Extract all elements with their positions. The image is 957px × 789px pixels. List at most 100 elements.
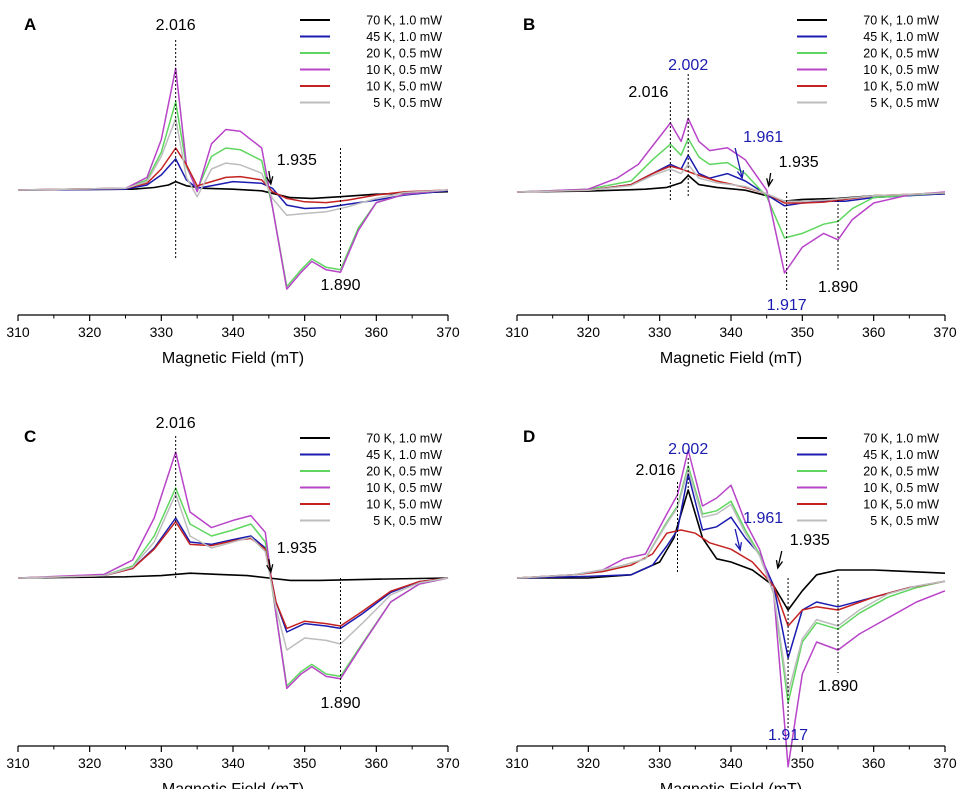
legend-label: 45 K, 1.0 mW: [366, 30, 442, 44]
series-line: [17, 147, 449, 204]
x-tick-label: 370: [436, 324, 460, 340]
x-tick-label: 340: [221, 324, 245, 340]
legend-label: 45 K, 1.0 mW: [863, 30, 939, 44]
x-tick-label: 340: [719, 755, 743, 771]
peak-arrow: [268, 558, 272, 573]
peak-label: 2.002: [668, 441, 708, 458]
peak-label: 1.961: [743, 129, 783, 146]
x-tick-label: 350: [293, 755, 317, 771]
x-tick-label: 330: [648, 324, 672, 340]
x-axis-title: Magnetic Field (mT): [660, 781, 802, 789]
peak-label: 1.890: [818, 678, 858, 695]
x-tick-label: 310: [6, 324, 30, 340]
legend-label: 20 K, 0.5 mW: [863, 47, 939, 61]
peak-arrow-head: [266, 176, 274, 186]
peak-label: 1.935: [779, 154, 819, 171]
panel-c: C 310 320 330 340 350 360 370 Magnetic Field (mT…: [6, 415, 460, 789]
peak-label: 1.935: [790, 532, 830, 549]
x-tick-label: 330: [648, 755, 672, 771]
series-line: [17, 101, 449, 288]
legend-label: 45 K, 1.0 mW: [863, 448, 939, 462]
legend-label: 10 K, 0.5 mW: [863, 481, 939, 495]
legend-label: 10 K, 0.5 mW: [366, 63, 442, 77]
legend-label: 5 K, 0.5 mW: [870, 96, 939, 110]
legend-label: 70 K, 1.0 mW: [863, 14, 939, 28]
peak-arrow: [768, 172, 772, 187]
x-tick-label: 340: [221, 755, 245, 771]
peak-arrow-head: [775, 560, 784, 570]
series-line: [17, 158, 449, 210]
peak-label: 1.890: [320, 695, 360, 712]
series-line: [17, 117, 449, 216]
x-tick-label: 320: [78, 324, 102, 340]
panel-letter: C: [24, 427, 36, 446]
legend-label: 5 K, 0.5 mW: [373, 514, 442, 528]
peak-label: 1.961: [743, 510, 783, 527]
peak-arrow: [777, 550, 783, 569]
series-line: [17, 493, 449, 651]
peak-arrow: [734, 528, 741, 551]
legend-label: 10 K, 0.5 mW: [366, 481, 442, 495]
x-tick-label: 360: [365, 324, 389, 340]
legend-label: 70 K, 1.0 mW: [366, 14, 442, 28]
x-tick-label: 360: [862, 324, 886, 340]
legend-label: 10 K, 0.5 mW: [863, 63, 939, 77]
x-tick-label: 370: [436, 755, 460, 771]
legend-label: 45 K, 1.0 mW: [366, 448, 442, 462]
series-line: [516, 154, 946, 207]
x-tick-label: 370: [933, 324, 957, 340]
series-line: [516, 468, 946, 694]
panel-letter: D: [523, 427, 535, 446]
peak-arrow-head: [766, 178, 774, 188]
x-tick-label: 310: [505, 324, 529, 340]
x-tick-label: 350: [791, 755, 815, 771]
x-tick-label: 350: [293, 324, 317, 340]
series-line: [516, 174, 946, 202]
peak-label: 1.890: [818, 279, 858, 296]
peak-arrow-head: [736, 170, 745, 180]
x-tick-label: 310: [505, 755, 529, 771]
x-tick-label: 320: [577, 324, 601, 340]
legend-label: 5 K, 0.5 mW: [373, 96, 442, 110]
legend-label: 70 K, 1.0 mW: [863, 432, 939, 446]
series-line: [17, 67, 449, 290]
series-line: [516, 163, 946, 202]
x-tick-label: 330: [150, 755, 174, 771]
series-line: [17, 572, 449, 582]
legend-label: 5 K, 0.5 mW: [870, 514, 939, 528]
legend-label: 10 K, 5.0 mW: [863, 498, 939, 512]
x-tick-label: 360: [862, 755, 886, 771]
panel-letter: B: [523, 15, 535, 34]
x-axis-title: Magnetic Field (mT): [162, 350, 304, 367]
peak-label: 2.016: [156, 415, 196, 432]
x-tick-label: 320: [577, 755, 601, 771]
peak-label: 2.002: [668, 57, 708, 74]
peak-label: 1.935: [277, 152, 317, 169]
legend-label: 10 K, 5.0 mW: [366, 498, 442, 512]
peak-label: 2.016: [156, 17, 196, 34]
series-line: [516, 117, 946, 274]
series-line: [17, 180, 449, 200]
peak-label: 2.016: [635, 462, 675, 479]
series-line: [516, 449, 946, 768]
x-axis-title: Magnetic Field (mT): [162, 781, 304, 789]
peak-label: 1.917: [768, 727, 808, 744]
peak-label: 1.917: [767, 297, 807, 314]
peak-arrow-head: [266, 564, 274, 574]
x-tick-label: 320: [78, 755, 102, 771]
panel-letter: A: [24, 15, 36, 34]
panel-a: A 310 320 330 340 350 360 370 Magnetic Field (mT…: [6, 14, 460, 368]
legend-label: 70 K, 1.0 mW: [366, 432, 442, 446]
panel-d: D 310 320 330 340 350 360 370 Magnetic Field (mT…: [505, 427, 957, 789]
series-line: [17, 520, 449, 630]
peak-arrow: [734, 147, 743, 179]
x-tick-label: 350: [791, 324, 815, 340]
panel-b: B 310 320 330 340 350 360 370 Magnetic Field (mT…: [505, 14, 957, 368]
peak-arrow: [268, 170, 272, 185]
legend-label: 20 K, 0.5 mW: [863, 465, 939, 479]
peak-label: 2.016: [628, 84, 668, 101]
series-line: [516, 473, 946, 659]
series-line: [517, 489, 946, 611]
legend-label: 10 K, 5.0 mW: [366, 80, 442, 94]
